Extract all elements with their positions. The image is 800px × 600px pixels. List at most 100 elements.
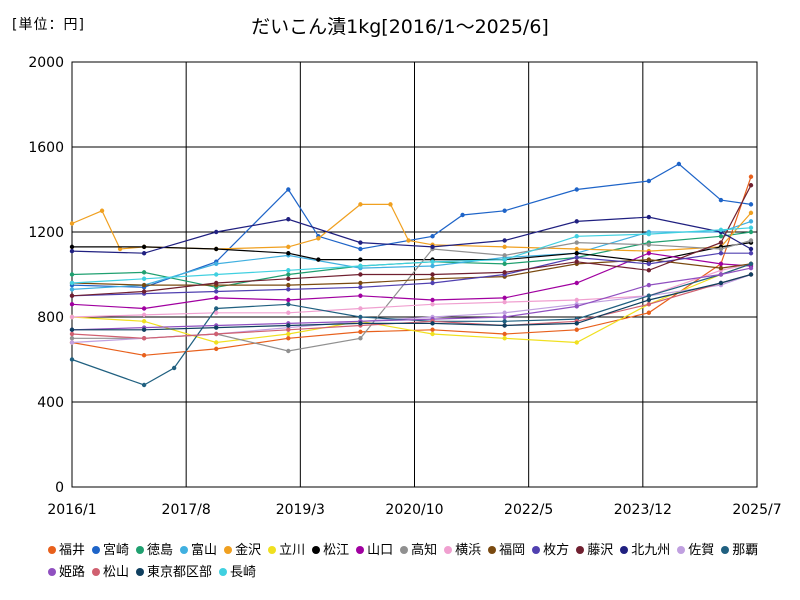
legend-label: 宮崎 [103,543,130,558]
data-point [69,314,75,320]
legend-label: 福岡 [499,543,526,558]
data-point [502,331,507,337]
data-point [718,251,724,256]
data-point [574,304,579,309]
data-point [502,253,507,258]
legend-item: 横浜 [444,540,481,562]
data-point [214,325,219,330]
data-point [286,336,291,341]
data-point [430,276,435,281]
legend-label: 徳島 [147,543,174,558]
data-point [646,257,652,262]
data-point [718,197,724,203]
x-tick-label: 2020/10 [385,502,443,518]
data-point [748,251,754,256]
data-point [358,336,363,341]
data-point [286,323,291,328]
data-point [358,280,363,286]
data-point [430,331,435,337]
data-point [646,214,652,220]
data-point [574,297,579,303]
data-point [430,234,435,239]
data-point [286,187,291,192]
legend-label: 福井 [59,543,86,558]
data-point [646,293,652,298]
data-point [502,208,507,213]
data-point [214,229,219,235]
data-point [69,357,75,362]
data-point [214,295,219,301]
data-point [141,319,147,324]
data-point [171,365,177,371]
legend-item: 佐賀 [677,540,714,562]
data-point [718,261,724,267]
data-point [214,289,219,294]
data-point [214,310,219,315]
data-point [69,287,75,292]
data-point [69,280,75,286]
data-point [502,299,507,305]
legend-item: 高知 [400,540,437,562]
data-point [406,238,411,243]
data-point [748,265,754,271]
data-point [574,187,579,192]
x-tick-label: 2023/12 [614,502,672,518]
y-tick-label: 800 [37,310,64,326]
data-point [214,346,219,352]
data-point [141,353,147,358]
data-point [358,272,363,277]
data-point [748,183,754,188]
data-point [718,234,724,239]
data-point [141,336,147,341]
data-point [358,257,363,262]
data-point [69,302,75,307]
legend-item: 宮崎 [92,540,129,562]
data-point [286,287,291,292]
data-point [214,272,219,277]
legend-marker [48,546,56,554]
data-point [460,212,465,218]
data-point [286,272,291,277]
data-point [748,246,754,252]
legend-item: 松山 [92,562,129,584]
legend-marker [620,546,629,554]
data-point [718,265,724,271]
legend-label: 長崎 [230,565,257,580]
data-point [574,327,579,332]
data-point [358,246,363,252]
legend-item: 福井 [48,540,85,562]
legend-item: 徳島 [136,540,173,562]
legend-label: 佐賀 [688,543,715,558]
legend-item: 立川 [268,540,305,562]
data-point [214,246,219,252]
data-point [748,210,754,216]
legend: 福井 宮崎 徳島 富山 金沢 立川 松江 山口 高知 横浜 福岡 枚方 藤沢 北九州 佐賀 那覇姫路 松山 東京都… [48,540,788,584]
data-point [99,208,105,213]
legend-marker [219,568,228,576]
data-point [141,244,147,250]
legend-label: 北九州 [631,543,671,558]
data-point [69,244,75,250]
legend-marker [268,546,277,554]
data-point [141,251,147,256]
data-point [502,323,507,328]
legend-marker [136,546,145,554]
data-point [286,282,291,288]
legend-item: 福岡 [488,540,525,562]
legend-item: 富山 [180,540,217,562]
legend-item: 枚方 [532,540,569,562]
legend-label: 東京都区部 [147,565,213,580]
y-tick-label: 0 [55,480,64,496]
data-point [574,251,579,256]
data-point [718,246,724,252]
data-point [286,268,291,273]
data-point [69,331,75,337]
legend-marker [532,546,541,554]
data-point [646,268,652,273]
data-point [388,202,393,207]
data-point [214,331,219,337]
data-point [430,297,435,303]
data-point [69,272,75,277]
data-point [748,174,754,179]
data-point [502,238,507,243]
